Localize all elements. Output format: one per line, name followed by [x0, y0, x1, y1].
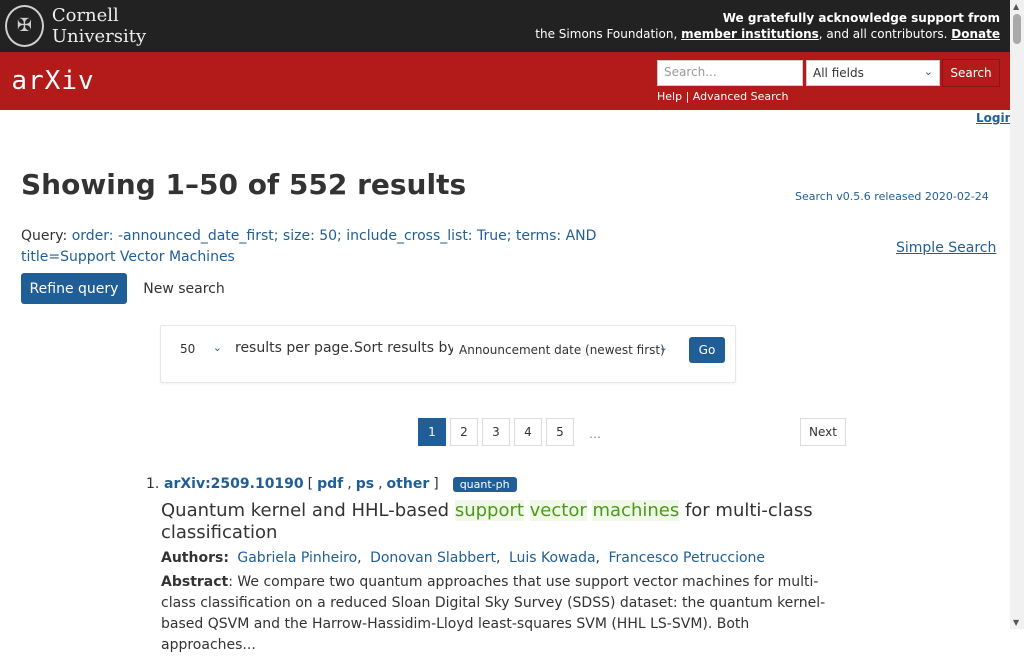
arxiv-id-link[interactable]: arXiv:2509.10190 [164, 476, 304, 492]
page-ellipsis[interactable]: … [589, 427, 601, 441]
top-bar: ✠ Cornell University We gratefully ackno… [0, 0, 1010, 52]
sort-label: Sort results by [354, 340, 456, 356]
help-link[interactable]: Help [657, 90, 683, 103]
title-highlight: machines [592, 500, 680, 521]
refine-query-button[interactable]: Refine query [21, 273, 127, 304]
pagination: 1 2 3 4 5 … [418, 418, 612, 450]
page-link-3[interactable]: 3 [482, 418, 510, 446]
scroll-down-icon[interactable]: ▼ [1013, 618, 1020, 627]
page-title: Showing 1–50 of 552 results [21, 168, 467, 201]
author-link[interactable]: Francesco Petruccione [608, 550, 766, 566]
authors: Authors: Gabriela Pinheiro, Donovan Slab… [161, 550, 766, 566]
advanced-search-link[interactable]: Advanced Search [692, 90, 789, 103]
title-highlight: vector [529, 500, 587, 521]
ack-line-2: the Simons Foundation, member institutio… [535, 26, 1000, 42]
title-highlight: support [454, 500, 524, 521]
search-version-link[interactable]: Search v0.5.6 released 2020-02-24 [795, 190, 989, 203]
page-scrollbar[interactable]: ▲ ▼ [1010, 0, 1024, 629]
page-link-5[interactable]: 5 [546, 418, 574, 446]
help-links: Help | Advanced Search [657, 90, 788, 103]
other-link[interactable]: other [386, 476, 430, 492]
page-link-4[interactable]: 4 [514, 418, 542, 446]
search-button[interactable]: Search [942, 59, 1000, 87]
search-input[interactable]: Search... [657, 60, 803, 86]
member-institutions-link[interactable]: member institutions [681, 27, 819, 41]
ack-prefix: the Simons Foundation, [535, 27, 678, 41]
abstract-label: Abstract [161, 574, 229, 590]
title-pre: Quantum kernel and HHL-based [161, 500, 455, 521]
query-link[interactable]: order: -announced_date_first; size: 50; … [21, 228, 597, 265]
authors-label: Authors: [161, 550, 229, 566]
help-separator: | [685, 90, 690, 103]
results-controls: 50 ⌄ results per page. Sort results by A… [160, 325, 736, 383]
bracket-close: ] [433, 476, 439, 492]
author-link[interactable]: Luis Kowada [508, 550, 596, 566]
pdf-link[interactable]: pdf [317, 476, 344, 492]
chevron-down-icon: ⌄ [658, 341, 668, 354]
new-search-button[interactable]: New search [134, 273, 234, 304]
search-field-select[interactable]: All fields ⌄ [806, 60, 940, 86]
acknowledgement: We gratefully acknowledge support from t… [535, 10, 1000, 42]
cornell-name: Cornell University [51, 4, 147, 47]
query-summary: Query: order: -announced_date_first; siz… [21, 226, 661, 268]
bracket-sep: , [347, 476, 352, 492]
result-number: 1. [146, 476, 160, 492]
scroll-up-icon[interactable]: ▲ [1013, 2, 1020, 11]
results-size-select[interactable]: 50 ⌄ [172, 337, 232, 363]
bracket-open: [ [307, 476, 314, 492]
ack-line-1: We gratefully acknowledge support from [722, 11, 1000, 25]
simple-search-link[interactable]: Simple Search [896, 240, 997, 256]
chevron-down-icon: ⌄ [923, 65, 933, 78]
result-header: 1. arXiv:2509.10190 [pdf, ps, other] qua… [146, 476, 846, 492]
query-label: Query: [21, 228, 68, 244]
arxiv-header: arXiv Search... All fields ⌄ Search Help… [0, 52, 1010, 110]
sort-order-value: Announcement date (newest first) [459, 343, 665, 357]
abstract: Abstract: We compare two quantum approac… [161, 572, 846, 656]
search-field-value: All fields [813, 66, 864, 80]
cornell-logo-link[interactable]: ✠ Cornell University [3, 3, 205, 48]
sort-order-select[interactable]: Announcement date (newest first) ⌄ [453, 337, 678, 363]
scroll-thumb[interactable] [1013, 14, 1021, 44]
category-tag: quant-ph [452, 476, 517, 492]
author-link[interactable]: Donovan Slabbert [370, 550, 497, 566]
title-post: for multi-class classification [161, 500, 813, 543]
login-link[interactable]: Login [976, 111, 1014, 125]
per-page-label: results per page. [235, 340, 354, 356]
result-title: Quantum kernel and HHL-based support vec… [161, 500, 846, 544]
cornell-seal-icon: ✠ [5, 4, 44, 47]
results-size-value: 50 [180, 342, 196, 356]
abstract-text: : We compare two quantum approaches that… [161, 574, 826, 653]
ps-link[interactable]: ps [355, 476, 375, 492]
go-button[interactable]: Go [689, 337, 725, 363]
chevron-down-icon: ⌄ [212, 341, 222, 354]
bracket-sep: , [378, 476, 383, 492]
page-link-2[interactable]: 2 [450, 418, 478, 446]
arxiv-logo[interactable]: arXiv [11, 66, 95, 96]
page-link-1[interactable]: 1 [418, 418, 446, 446]
result-item: 1. arXiv:2509.10190 [pdf, ps, other] qua… [146, 476, 846, 656]
author-link[interactable]: Gabriela Pinheiro [237, 550, 358, 566]
ack-mid: , and all contributors. [818, 27, 948, 41]
next-page-button[interactable]: Next [800, 418, 846, 446]
donate-link[interactable]: Donate [951, 27, 1000, 41]
